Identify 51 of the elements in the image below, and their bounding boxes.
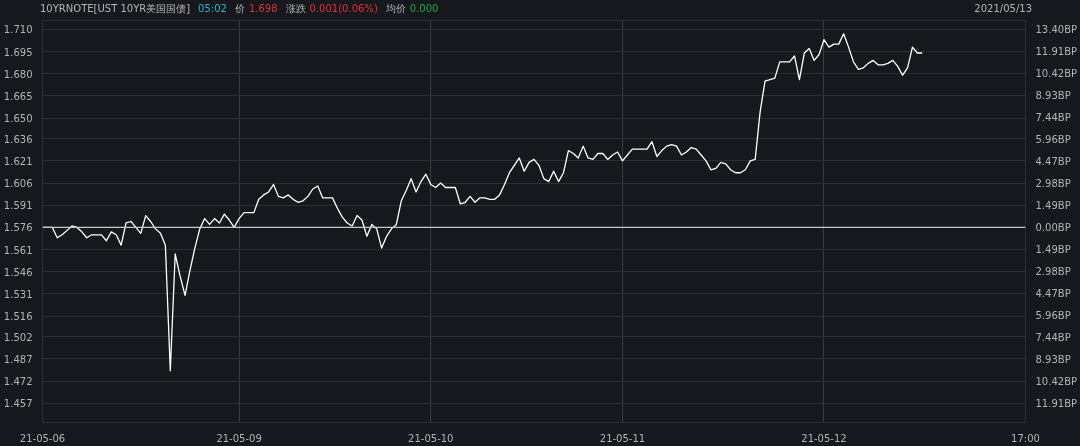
- y-tick-label: 1.710: [3, 24, 33, 36]
- y2-tick-label: 10.42BP: [1035, 67, 1078, 79]
- y2-tick-label: 5.96BP: [1035, 310, 1071, 321]
- chart-subtitle: 2021/05/13: [974, 2, 1032, 16]
- y-tick-label: 1.665: [3, 90, 33, 102]
- y-tick-label: 1.546: [3, 266, 33, 278]
- y2-tick-label: 4.47BP: [1035, 155, 1071, 167]
- y2-tick-label: 4.47BP: [1035, 287, 1071, 299]
- y-tick-label: 1.561: [3, 244, 33, 256]
- text: 均价: [385, 3, 406, 14]
- text: 1.698: [248, 3, 278, 14]
- x-tick-label: 21-05-09: [216, 432, 262, 444]
- y-tick-label: 1.502: [3, 331, 33, 343]
- x-tick-label: 21-05-10: [408, 432, 454, 444]
- y-tick-label: 1.591: [3, 200, 33, 212]
- y-tick-label: 1.457: [3, 398, 33, 410]
- y-tick-label: 1.636: [3, 133, 33, 145]
- x-tick-label: 21-05-11: [599, 432, 646, 444]
- text: 0.000: [409, 3, 439, 14]
- y2-tick-label: 8.93BP: [1035, 353, 1071, 365]
- y2-tick-label: 11.91BP: [1035, 45, 1078, 57]
- x-tick-label: 17:00: [1011, 432, 1040, 444]
- y2-tick-label: 5.96BP: [1035, 133, 1071, 145]
- y2-tick-label: 10.42BP: [1035, 375, 1078, 387]
- y2-tick-label: 2.98BP: [1035, 265, 1071, 277]
- y2-tick-label: 7.44BP: [1035, 331, 1071, 343]
- y2-tick-label: 13.40BP: [1035, 23, 1078, 35]
- text: 涨跌: [285, 3, 306, 14]
- y2-tick-label: 2.98BP: [1035, 177, 1071, 189]
- y-tick-label: 1.487: [3, 353, 33, 365]
- y-tick-label: 1.650: [3, 113, 33, 125]
- y-tick-label: 1.680: [3, 68, 33, 80]
- x-tick-label: 21-05-12: [801, 432, 847, 444]
- y-tick-label: 1.472: [3, 376, 33, 388]
- chart-title: 10YRNOTE[UST 10YR美国国债]: [40, 3, 191, 14]
- text: 价: [234, 3, 245, 14]
- y2-tick-label: 1.49BP: [1035, 199, 1071, 211]
- text: 05:02: [198, 3, 227, 14]
- y-tick-label: 1.531: [3, 288, 33, 300]
- y-tick-label: 1.695: [3, 46, 33, 58]
- x-tick-label: 21-05-06: [19, 432, 66, 444]
- y-tick-label: 1.621: [3, 155, 33, 167]
- y-tick-label: 1.606: [3, 178, 33, 190]
- text: 0.001(0.06%): [309, 3, 378, 14]
- y2-tick-label: 8.93BP: [1035, 89, 1071, 101]
- y-tick-label: 1.516: [3, 311, 33, 323]
- y2-tick-label: 11.91BP: [1035, 397, 1078, 409]
- y-tick-label: 1.576: [3, 222, 33, 234]
- y2-tick-label: 0.00BP: [1035, 221, 1071, 233]
- y2-tick-label: 1.49BP: [1035, 243, 1071, 255]
- y2-tick-label: 7.44BP: [1035, 111, 1071, 123]
